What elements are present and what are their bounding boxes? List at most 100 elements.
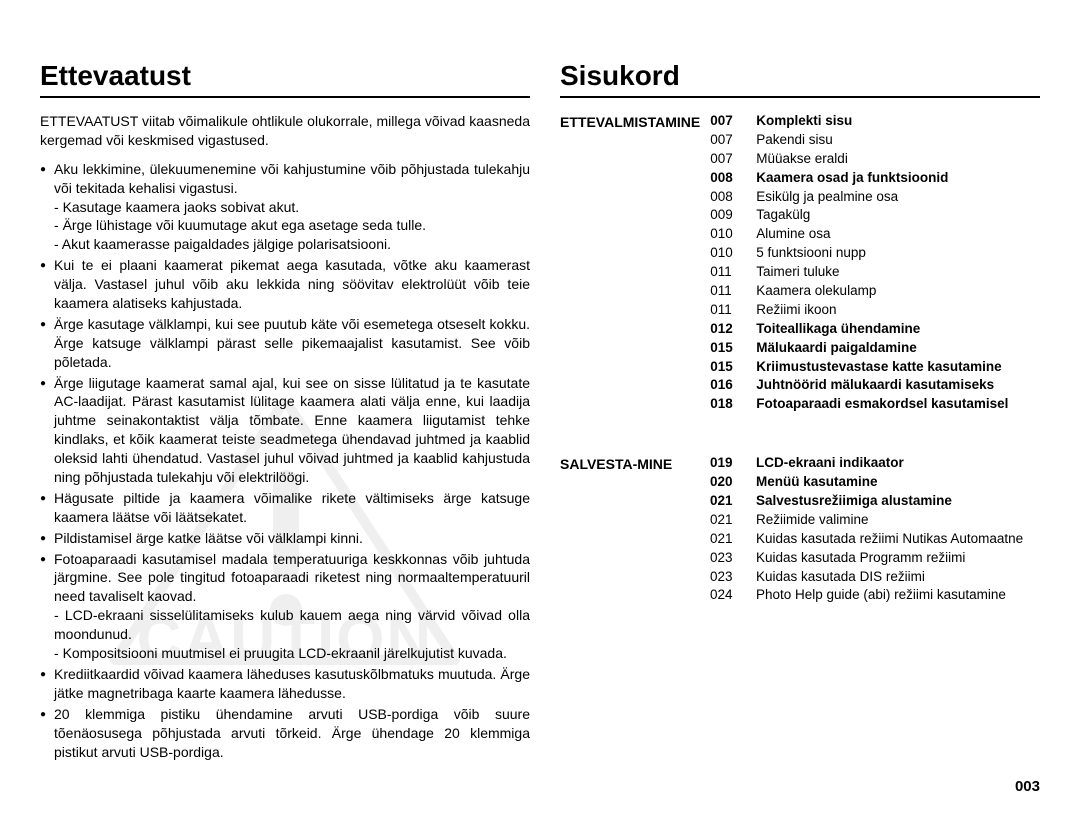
toc-page: 021 bbox=[710, 492, 740, 511]
toc-row: 008 Kaamera osad ja funktsioonid bbox=[710, 169, 1040, 188]
toc-page: 020 bbox=[710, 473, 740, 492]
toc-row: 010 Alumine osa bbox=[710, 225, 1040, 244]
bullet-item: Pildistamisel ärge katke läätse või välk… bbox=[40, 529, 530, 548]
toc-row: 021 Režiimide valimine bbox=[710, 511, 1040, 530]
toc-section: ETTEVALMISTAMINE 007 Komplekti sisu 007 Pake… bbox=[560, 112, 1040, 414]
toc-page: 016 bbox=[710, 376, 740, 395]
toc-page: 007 bbox=[710, 112, 740, 131]
toc-row: 011 Taimeri tuluke bbox=[710, 263, 1040, 282]
bullet-item: Hägusate piltide ja kaamera võimalike ri… bbox=[40, 489, 530, 527]
table-of-contents: ETTEVALMISTAMINE 007 Komplekti sisu 007 Pake… bbox=[560, 112, 1040, 605]
toc-list: 019 LCD-ekraani indikaator 020 Menüü kasuta… bbox=[710, 454, 1040, 605]
toc-title: Esikülg ja pealmine osa bbox=[756, 188, 1040, 207]
left-column: CAUTION Ettevaatust ETTEVAATUST viitab v… bbox=[40, 60, 530, 785]
toc-title: Juhtnöörid mälukaardi kasutamiseks bbox=[756, 376, 1040, 395]
bullet-item: Ärge kasutage välklampi, kui see puutub … bbox=[40, 315, 530, 372]
toc-page: 010 bbox=[710, 244, 740, 263]
sub-item: LCD-ekraani sisselülitamiseks kulub kaue… bbox=[54, 606, 530, 644]
toc-page: 023 bbox=[710, 549, 740, 568]
intro-text: ETTEVAATUST viitab võimalikule ohtlikule… bbox=[40, 112, 530, 150]
toc-title: Taimeri tuluke bbox=[756, 263, 1040, 282]
toc-title: Kriimustustevastase katte kasutamine bbox=[756, 358, 1040, 377]
bullet-item: Fotoaparaadi kasutamisel madala temperat… bbox=[40, 550, 530, 663]
toc-row: 007 Pakendi sisu bbox=[710, 131, 1040, 150]
toc-section-label: ETTEVALMISTAMINE bbox=[560, 112, 700, 414]
toc-title: Müüakse eraldi bbox=[756, 150, 1040, 169]
toc-row: 016 Juhtnöörid mälukaardi kasutamiseks bbox=[710, 376, 1040, 395]
toc-page: 024 bbox=[710, 586, 740, 605]
toc-row: 011 Kaamera olekulamp bbox=[710, 282, 1040, 301]
toc-row: 008 Esikülg ja pealmine osa bbox=[710, 188, 1040, 207]
toc-row: 021 Kuidas kasutada režiimi Nutikas Autom… bbox=[710, 530, 1040, 549]
toc-page: 008 bbox=[710, 169, 740, 188]
toc-title: Salvestusrežiimiga alustamine bbox=[756, 492, 1040, 511]
toc-title: 5 funktsiooni nupp bbox=[756, 244, 1040, 263]
toc-title: Fotoaparaadi esmakordsel kasutamisel bbox=[756, 395, 1040, 414]
toc-row: 012 Toiteallikaga ühendamine bbox=[710, 320, 1040, 339]
toc-row: 015 Mälukaardi paigaldamine bbox=[710, 339, 1040, 358]
toc-title: Kaamera osad ja funktsioonid bbox=[756, 169, 1040, 188]
toc-page: 011 bbox=[710, 263, 740, 282]
sub-item: Kasutage kaamera jaoks sobivat akut. bbox=[54, 198, 530, 217]
toc-row: 007 Müüakse eraldi bbox=[710, 150, 1040, 169]
toc-title: Mälukaardi paigaldamine bbox=[756, 339, 1040, 358]
toc-row: 007 Komplekti sisu bbox=[710, 112, 1040, 131]
toc-page: 011 bbox=[710, 301, 740, 320]
toc-page: 015 bbox=[710, 358, 740, 377]
toc-page: 018 bbox=[710, 395, 740, 414]
bullet-item: Ärge liigutage kaamerat samal ajal, kui … bbox=[40, 374, 530, 487]
bullet-item: Aku lekkimine, ülekuumenemine või kahjus… bbox=[40, 160, 530, 254]
toc-title: Kuidas kasutada Programm režiimi bbox=[756, 549, 1040, 568]
toc-title: Photo Help guide (abi) režiimi kasutamin… bbox=[756, 586, 1040, 605]
sub-item: Akut kaamerasse paigaldades jälgige pola… bbox=[54, 235, 530, 254]
toc-page: 007 bbox=[710, 131, 740, 150]
toc-title: Alumine osa bbox=[756, 225, 1040, 244]
toc-page: 012 bbox=[710, 320, 740, 339]
toc-page: 019 bbox=[710, 454, 740, 473]
toc-row: 021 Salvestusrežiimiga alustamine bbox=[710, 492, 1040, 511]
toc-title: Tagakülg bbox=[756, 206, 1040, 225]
bullet-item: Kui te ei plaani kaamerat pikemat aega k… bbox=[40, 256, 530, 313]
right-column: Sisukord ETTEVALMISTAMINE 007 Komplekti si… bbox=[560, 60, 1040, 785]
toc-page: 010 bbox=[710, 225, 740, 244]
caution-list: Aku lekkimine, ülekuumenemine või kahjus… bbox=[40, 160, 530, 762]
toc-row: 023 Kuidas kasutada Programm režiimi bbox=[710, 549, 1040, 568]
toc-list: 007 Komplekti sisu 007 Pakendi sisu 007 Müüak… bbox=[710, 112, 1040, 414]
toc-row: 011 Režiimi ikoon bbox=[710, 301, 1040, 320]
toc-title: Toiteallikaga ühendamine bbox=[756, 320, 1040, 339]
toc-section-label: SALVESTA-MINE bbox=[560, 454, 700, 605]
sub-item: Ärge lühistage või kuumutage akut ega as… bbox=[54, 216, 530, 235]
bullet-item: 20 klemmiga pistiku ühendamine arvuti US… bbox=[40, 705, 530, 762]
page-number: 003 bbox=[1015, 778, 1040, 795]
toc-title: Kuidas kasutada DIS režiimi bbox=[756, 568, 1040, 587]
toc-page: 021 bbox=[710, 530, 740, 549]
right-heading: Sisukord bbox=[560, 60, 1040, 98]
toc-title: Režiimi ikoon bbox=[756, 301, 1040, 320]
toc-row: 015 Kriimustustevastase katte kasutamine bbox=[710, 358, 1040, 377]
toc-page: 015 bbox=[710, 339, 740, 358]
toc-row: 010 5 funktsiooni nupp bbox=[710, 244, 1040, 263]
toc-row: 023 Kuidas kasutada DIS režiimi bbox=[710, 568, 1040, 587]
toc-title: Režiimide valimine bbox=[756, 511, 1040, 530]
toc-row: 018 Fotoaparaadi esmakordsel kasutamisel bbox=[710, 395, 1040, 414]
toc-title: Komplekti sisu bbox=[756, 112, 1040, 131]
toc-title: Kuidas kasutada režiimi Nutikas Automaat… bbox=[756, 530, 1040, 549]
toc-row: 024 Photo Help guide (abi) režiimi kasuta… bbox=[710, 586, 1040, 605]
left-heading: Ettevaatust bbox=[40, 60, 530, 98]
toc-title: LCD-ekraani indikaator bbox=[756, 454, 1040, 473]
toc-row: 019 LCD-ekraani indikaator bbox=[710, 454, 1040, 473]
toc-section: SALVESTA-MINE019LCD-ekraani indikaator02… bbox=[560, 454, 1040, 605]
bullet-item: Krediitkaardid võivad kaamera läheduses … bbox=[40, 665, 530, 703]
toc-title: Menüü kasutamine bbox=[756, 473, 1040, 492]
toc-page: 011 bbox=[710, 282, 740, 301]
toc-page: 009 bbox=[710, 206, 740, 225]
toc-title: Pakendi sisu bbox=[756, 131, 1040, 150]
sub-item: Kompositsiooni muutmisel ei pruugita LCD… bbox=[54, 644, 530, 663]
toc-row: 009 Tagakülg bbox=[710, 206, 1040, 225]
toc-page: 007 bbox=[710, 150, 740, 169]
toc-title: Kaamera olekulamp bbox=[756, 282, 1040, 301]
toc-page: 023 bbox=[710, 568, 740, 587]
toc-page: 008 bbox=[710, 188, 740, 207]
toc-row: 020 Menüü kasutamine bbox=[710, 473, 1040, 492]
toc-page: 021 bbox=[710, 511, 740, 530]
